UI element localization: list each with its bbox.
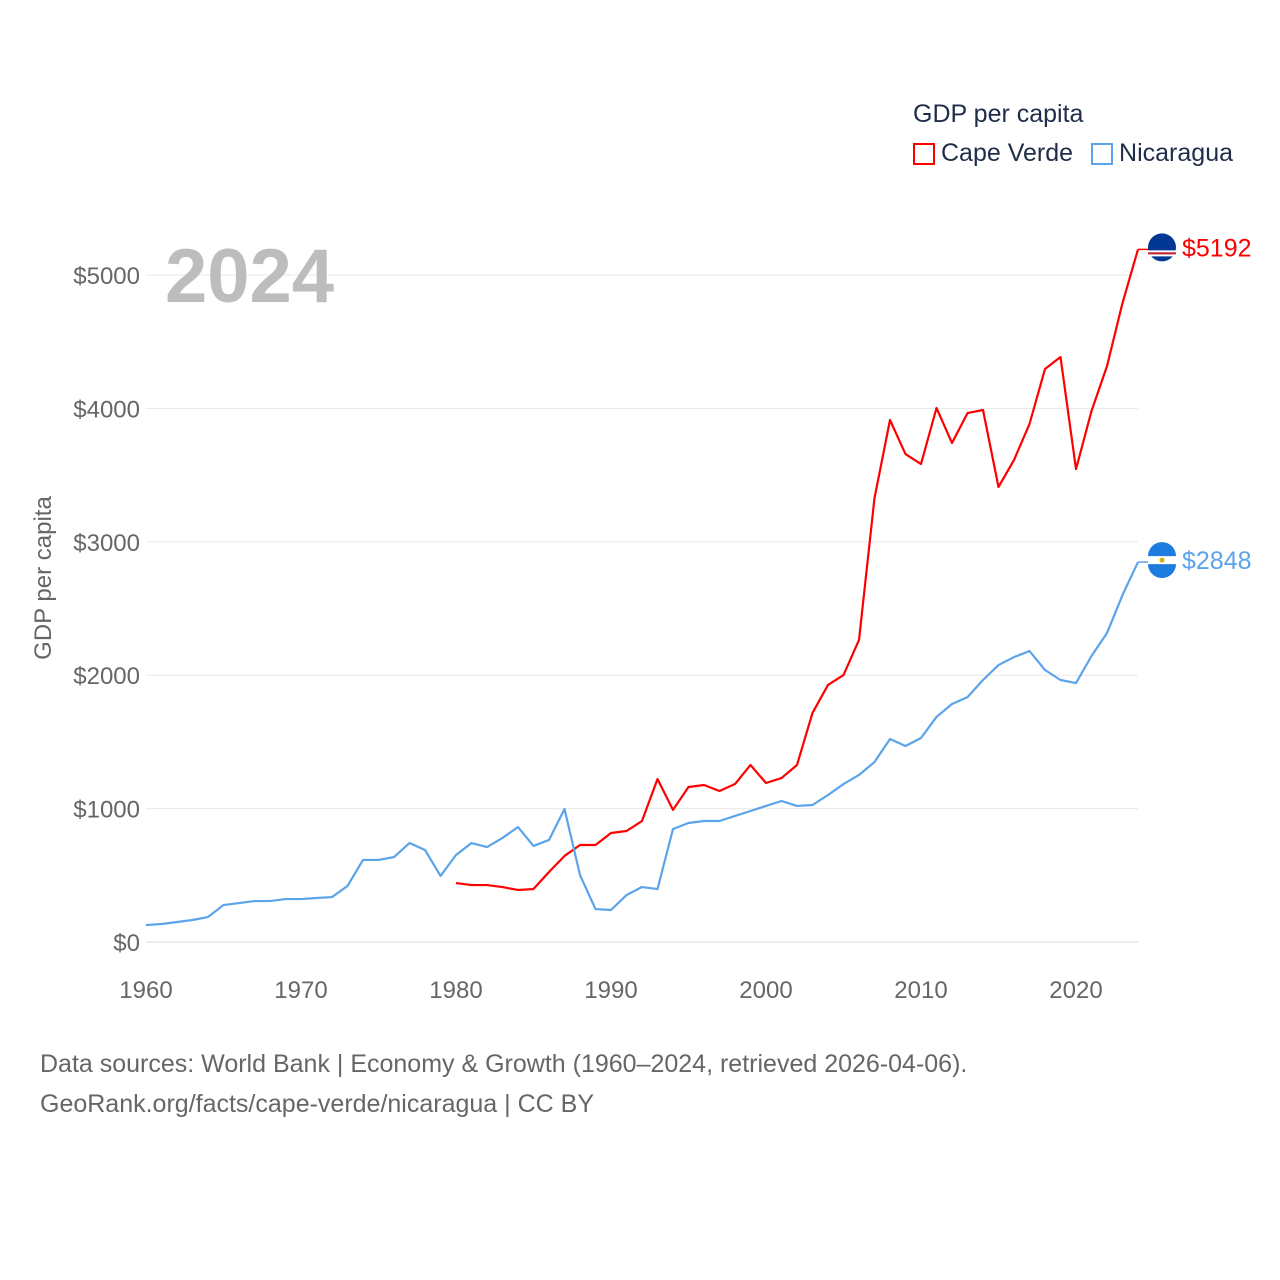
legend-swatch [913, 142, 935, 165]
flag-emblem [1159, 557, 1165, 563]
flag-stripe [1148, 250, 1176, 253]
year-label: 2024 [165, 234, 334, 319]
legend-label: Nicaragua [1119, 139, 1233, 167]
end-value-label: $2848 [1182, 547, 1252, 575]
x-tick-label: 2000 [739, 977, 792, 1004]
y-tick-label: $2000 [73, 663, 140, 690]
legend: GDP per capita Cape Verde Nicaragua [913, 100, 1233, 168]
y-tick-label: $0 [113, 930, 140, 957]
y-tick-label: $5000 [73, 263, 140, 290]
legend-title: GDP per capita [913, 100, 1084, 128]
cape-verde-flag-icon [1148, 233, 1176, 262]
x-tick-label: 2010 [894, 977, 947, 1004]
footer: Data sources: World Bank | Economy & Gro… [40, 1044, 967, 1124]
data-source-text: Data sources: World Bank | Economy & Gro… [40, 1050, 968, 1078]
legend-item-cape-verde[interactable]: Cape Verde [913, 139, 1073, 168]
legend-label: Cape Verde [941, 139, 1074, 167]
end-value-label: $5192 [1182, 234, 1252, 262]
legend-item-nicaragua[interactable]: Nicaragua [1091, 139, 1233, 168]
x-tick-label: 1980 [429, 977, 482, 1004]
series-line-nicaragua [145, 561, 1139, 927]
y-axis-label: GDP per capita [30, 496, 57, 660]
nicaragua-flag-icon [1148, 542, 1176, 579]
y-tick-label: $3000 [73, 530, 140, 557]
flag-field [1148, 233, 1176, 262]
legend-swatch [1091, 142, 1114, 165]
x-tick-label: 1970 [274, 977, 327, 1004]
y-tick-label: $4000 [73, 396, 140, 423]
flag-stripe [1148, 564, 1176, 579]
attribution-link[interactable]: GeoRank.org/facts/cape-verde/nicaragua |… [40, 1090, 594, 1118]
y-tick-label: $1000 [73, 797, 140, 824]
x-tick-label: 2020 [1049, 977, 1102, 1004]
flag-stripe [1148, 254, 1176, 257]
x-tick-label: 1990 [584, 977, 637, 1004]
flag-stripe [1148, 252, 1176, 255]
x-tick-label: 1960 [119, 977, 172, 1004]
flag-stripe [1148, 542, 1176, 557]
series-line-cape-verde [455, 249, 1140, 892]
